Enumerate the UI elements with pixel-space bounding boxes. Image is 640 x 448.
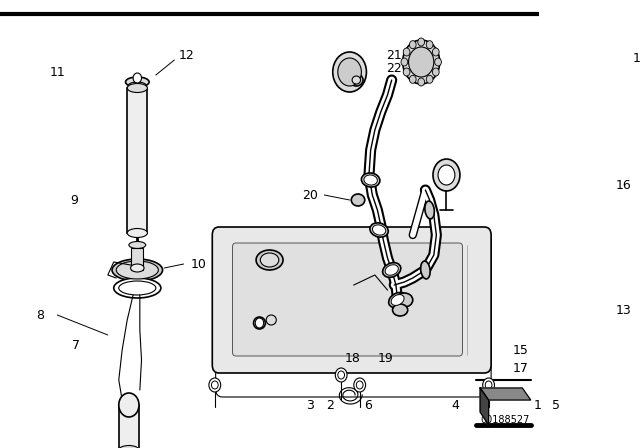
Circle shape xyxy=(119,393,139,417)
Text: 8: 8 xyxy=(36,309,44,322)
Ellipse shape xyxy=(372,225,386,235)
Ellipse shape xyxy=(119,445,139,448)
Ellipse shape xyxy=(127,83,147,92)
Circle shape xyxy=(338,371,344,379)
Text: 4: 4 xyxy=(451,399,459,412)
Polygon shape xyxy=(480,388,488,425)
Ellipse shape xyxy=(352,76,360,84)
FancyBboxPatch shape xyxy=(232,243,463,356)
Ellipse shape xyxy=(392,304,408,316)
Bar xyxy=(131,248,143,270)
Polygon shape xyxy=(480,388,531,400)
Circle shape xyxy=(211,381,218,389)
Circle shape xyxy=(403,68,410,76)
Circle shape xyxy=(133,73,141,83)
Ellipse shape xyxy=(266,315,276,325)
Ellipse shape xyxy=(388,293,406,308)
Ellipse shape xyxy=(420,261,430,279)
Text: 22: 22 xyxy=(387,61,402,74)
Circle shape xyxy=(401,58,408,66)
Text: 15: 15 xyxy=(513,344,529,357)
Text: 3: 3 xyxy=(306,399,314,412)
Ellipse shape xyxy=(396,293,413,307)
Circle shape xyxy=(356,381,363,389)
Text: 12: 12 xyxy=(179,48,195,61)
Ellipse shape xyxy=(119,281,156,295)
Bar xyxy=(127,88,147,233)
Text: 7: 7 xyxy=(72,339,80,352)
Circle shape xyxy=(483,378,495,392)
Text: 6: 6 xyxy=(364,399,372,412)
FancyBboxPatch shape xyxy=(212,227,491,373)
Circle shape xyxy=(354,378,365,392)
Circle shape xyxy=(418,78,424,86)
Circle shape xyxy=(408,47,434,77)
Ellipse shape xyxy=(116,261,158,279)
Ellipse shape xyxy=(364,175,378,185)
Circle shape xyxy=(403,48,410,56)
Circle shape xyxy=(426,75,433,83)
Ellipse shape xyxy=(129,241,146,249)
Circle shape xyxy=(433,48,439,56)
Text: 2: 2 xyxy=(326,399,334,412)
Circle shape xyxy=(338,58,362,86)
Ellipse shape xyxy=(351,194,365,206)
Circle shape xyxy=(255,318,264,328)
Text: 14: 14 xyxy=(632,52,640,65)
Circle shape xyxy=(335,368,347,382)
Text: 1: 1 xyxy=(534,399,541,412)
Ellipse shape xyxy=(383,263,401,277)
Circle shape xyxy=(426,41,433,49)
Ellipse shape xyxy=(125,77,149,87)
Text: 17: 17 xyxy=(513,362,529,375)
Text: 16: 16 xyxy=(616,178,631,191)
Circle shape xyxy=(410,75,416,83)
Circle shape xyxy=(438,165,455,185)
Ellipse shape xyxy=(112,259,163,281)
Ellipse shape xyxy=(127,228,147,237)
Ellipse shape xyxy=(425,201,435,219)
Text: 9: 9 xyxy=(70,194,78,207)
Circle shape xyxy=(435,58,442,66)
Circle shape xyxy=(333,52,367,92)
Ellipse shape xyxy=(362,173,380,187)
Circle shape xyxy=(410,41,416,49)
Text: 21: 21 xyxy=(387,48,402,61)
Ellipse shape xyxy=(385,265,398,275)
Text: 10: 10 xyxy=(191,258,207,271)
Ellipse shape xyxy=(349,74,363,86)
Text: 19: 19 xyxy=(378,352,394,365)
Circle shape xyxy=(433,68,439,76)
Ellipse shape xyxy=(131,264,144,272)
FancyBboxPatch shape xyxy=(216,233,491,397)
Ellipse shape xyxy=(114,278,161,298)
Text: 13: 13 xyxy=(616,303,631,316)
Ellipse shape xyxy=(256,250,283,270)
Text: 20: 20 xyxy=(302,189,318,202)
Ellipse shape xyxy=(370,223,388,237)
Text: 00188527: 00188527 xyxy=(481,415,530,425)
Text: 5: 5 xyxy=(552,399,560,412)
Text: 11: 11 xyxy=(49,65,65,78)
Circle shape xyxy=(485,381,492,389)
Text: 18: 18 xyxy=(344,352,360,365)
Circle shape xyxy=(433,159,460,191)
Circle shape xyxy=(403,40,440,84)
Ellipse shape xyxy=(391,295,404,306)
Ellipse shape xyxy=(253,317,266,329)
Bar xyxy=(119,405,139,448)
Circle shape xyxy=(209,378,221,392)
Circle shape xyxy=(418,38,424,46)
Ellipse shape xyxy=(260,253,279,267)
